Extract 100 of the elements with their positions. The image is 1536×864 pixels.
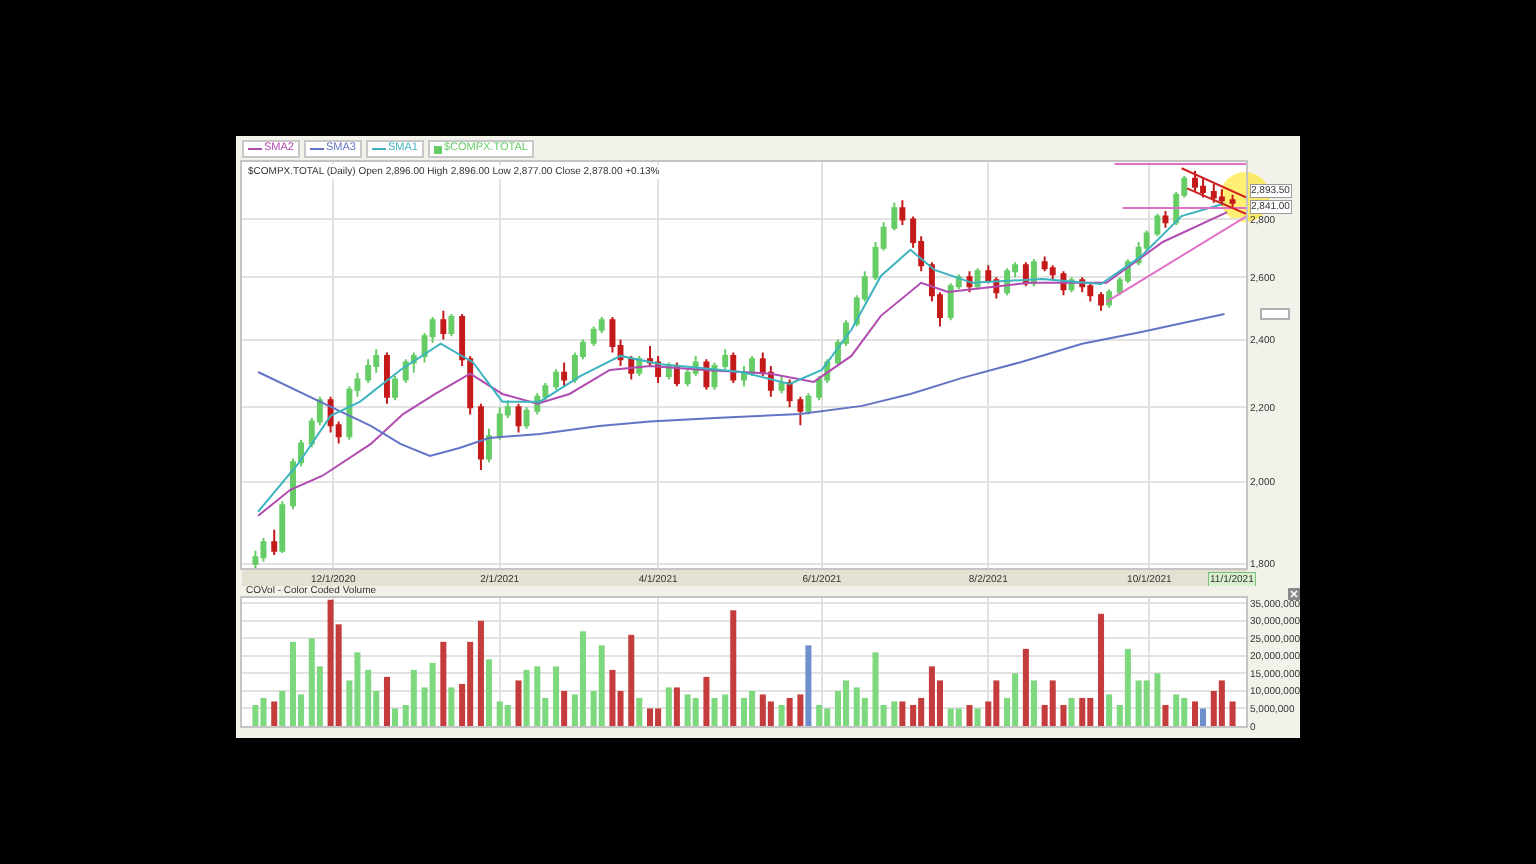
candlestick xyxy=(486,427,492,464)
bar xyxy=(260,697,267,726)
bar xyxy=(974,708,981,726)
bar xyxy=(271,701,278,726)
bar xyxy=(1030,680,1037,726)
bar xyxy=(993,680,1000,726)
bar xyxy=(759,694,766,726)
bar xyxy=(609,669,616,726)
candlestick xyxy=(722,348,729,371)
bar xyxy=(1200,708,1207,726)
candlestick xyxy=(459,312,466,367)
candlestick xyxy=(1049,264,1056,282)
candlestick xyxy=(590,325,597,348)
candlestick xyxy=(271,528,278,557)
bar xyxy=(655,708,662,726)
bar xyxy=(553,666,560,726)
candlestick xyxy=(786,378,793,409)
candlestick xyxy=(891,201,898,232)
candlestick xyxy=(778,375,785,395)
candlestick xyxy=(279,500,286,554)
candlestick xyxy=(260,537,267,563)
bar xyxy=(477,620,484,726)
bar xyxy=(1181,697,1188,726)
bar xyxy=(496,701,503,726)
candlestick xyxy=(741,364,747,388)
candlestick xyxy=(730,351,737,384)
bar xyxy=(354,652,361,726)
bar xyxy=(749,690,756,726)
bar xyxy=(740,697,748,726)
candlestick xyxy=(448,312,455,338)
bar xyxy=(797,694,804,726)
candlestick xyxy=(467,354,474,416)
bar xyxy=(279,690,286,726)
bar xyxy=(730,610,737,726)
bar xyxy=(1143,680,1150,726)
candlestick xyxy=(1154,212,1161,238)
bar xyxy=(523,669,530,726)
bar xyxy=(485,659,492,726)
bar xyxy=(684,694,691,726)
candlestick xyxy=(1162,210,1169,229)
bar xyxy=(448,687,455,726)
bar xyxy=(824,708,831,726)
bar xyxy=(816,704,823,726)
candlestick xyxy=(759,351,766,378)
bar xyxy=(1098,613,1105,726)
candlestick xyxy=(1087,282,1094,303)
bar xyxy=(504,704,511,726)
bar xyxy=(365,669,372,726)
bar xyxy=(955,708,962,726)
bar xyxy=(1079,697,1086,726)
line-series xyxy=(257,312,1226,457)
bar xyxy=(966,704,973,726)
bar xyxy=(289,641,297,726)
bar xyxy=(1162,704,1169,726)
candlestick xyxy=(477,402,484,471)
bar xyxy=(692,697,699,726)
bar xyxy=(628,634,635,726)
bar xyxy=(579,631,586,726)
candlestick xyxy=(805,392,812,416)
bar xyxy=(910,704,917,726)
bar xyxy=(872,652,879,726)
bar xyxy=(1229,701,1236,726)
bar xyxy=(561,690,568,726)
bar xyxy=(308,638,315,726)
bar xyxy=(1087,697,1094,726)
bar xyxy=(853,687,860,726)
candlestick xyxy=(496,406,503,441)
bar xyxy=(467,641,474,726)
bar xyxy=(891,701,898,726)
candlestick xyxy=(1041,255,1048,273)
candlestick xyxy=(1098,291,1105,312)
bar xyxy=(429,662,436,726)
candlestick xyxy=(553,368,560,391)
bar xyxy=(598,645,605,726)
bar xyxy=(928,666,935,726)
bar xyxy=(636,697,643,726)
bar xyxy=(786,697,793,726)
bar xyxy=(252,704,259,726)
bar xyxy=(1173,694,1180,726)
bar xyxy=(1022,648,1029,726)
bar xyxy=(843,680,850,726)
candlestick xyxy=(947,282,954,322)
bar xyxy=(899,701,906,726)
bar xyxy=(673,687,680,726)
candlestick xyxy=(523,406,530,430)
bar xyxy=(1012,673,1019,726)
bar xyxy=(1106,694,1113,726)
bar xyxy=(410,669,417,726)
bar xyxy=(534,666,541,726)
bar xyxy=(1135,680,1142,726)
candlestick xyxy=(515,402,522,434)
candlestick xyxy=(440,309,447,341)
bar xyxy=(1060,704,1067,726)
candlestick xyxy=(561,361,568,388)
bar xyxy=(383,676,390,726)
bar xyxy=(767,701,774,726)
bar xyxy=(515,680,522,726)
candlestick xyxy=(392,375,398,402)
bar xyxy=(1154,673,1161,726)
bar xyxy=(1191,701,1199,726)
